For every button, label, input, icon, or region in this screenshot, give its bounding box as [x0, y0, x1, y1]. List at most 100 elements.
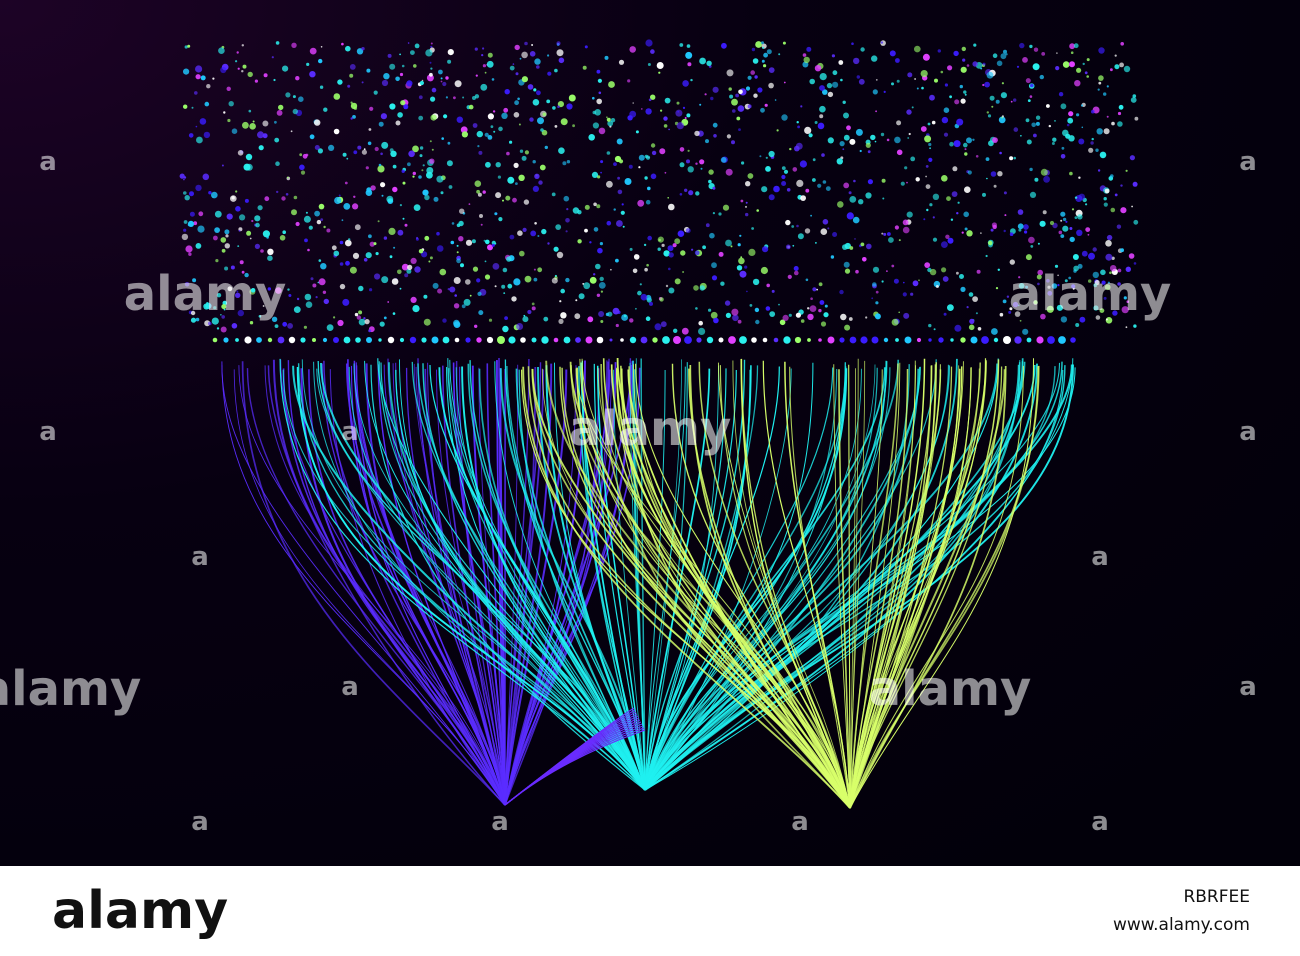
particle [617, 189, 623, 195]
particle [921, 86, 924, 90]
fiber [849, 365, 1024, 809]
particle [737, 243, 741, 247]
particle [399, 287, 402, 290]
fiber [522, 366, 851, 809]
particle [220, 237, 227, 243]
particle [855, 128, 863, 136]
particle [872, 282, 877, 287]
particle [1032, 63, 1040, 71]
particle [318, 259, 322, 262]
particle [708, 169, 714, 175]
particle [557, 105, 560, 108]
particle [739, 270, 747, 278]
particle [1112, 310, 1118, 316]
particle [1051, 283, 1058, 289]
particle [302, 153, 308, 159]
particle [337, 79, 343, 85]
particle [308, 225, 313, 230]
fiber [644, 359, 682, 791]
fiber [698, 361, 851, 809]
particle [838, 60, 844, 65]
particle [675, 109, 683, 117]
particle [282, 321, 288, 327]
particle [491, 243, 495, 247]
particle [559, 300, 562, 303]
fiber [632, 364, 851, 809]
particle [484, 132, 489, 137]
particle [1026, 139, 1032, 145]
particle [276, 190, 279, 194]
particle [903, 312, 910, 319]
particle [789, 147, 792, 151]
particle [236, 290, 239, 293]
particle [285, 92, 291, 98]
particle [312, 283, 317, 288]
particle [986, 71, 994, 79]
particle [711, 275, 718, 281]
particle [276, 110, 283, 116]
particle [966, 137, 972, 144]
fiber [849, 360, 866, 809]
particle [875, 79, 878, 81]
particle [374, 273, 381, 280]
particle [412, 305, 420, 313]
particle [679, 193, 683, 196]
particle [339, 240, 344, 245]
particle [853, 57, 860, 65]
particle [1110, 174, 1114, 178]
particle [651, 150, 657, 156]
particle [214, 227, 221, 234]
particle [423, 294, 428, 299]
particle [708, 179, 712, 184]
particle [1046, 305, 1054, 313]
particle [349, 64, 356, 70]
fiber [616, 367, 851, 809]
particle [988, 240, 993, 246]
particle [618, 59, 625, 65]
particle [664, 171, 667, 174]
particle [718, 251, 724, 257]
row-dot [256, 337, 262, 343]
particle [419, 146, 424, 150]
particle [832, 70, 838, 76]
fiber [504, 362, 617, 806]
particle [976, 269, 981, 274]
particle [429, 72, 433, 77]
particle [478, 310, 484, 316]
fiber [597, 367, 851, 809]
particle [907, 137, 910, 139]
particle [387, 301, 390, 303]
fiber [644, 367, 878, 791]
particle [1081, 250, 1088, 257]
particle [350, 102, 358, 110]
particle [367, 141, 372, 146]
particle [502, 199, 504, 202]
particle [310, 277, 314, 281]
particle [291, 42, 297, 48]
particle [485, 239, 490, 245]
particle [822, 89, 828, 95]
particle [820, 228, 828, 235]
particle [200, 75, 206, 81]
particle [731, 140, 735, 145]
particle [1054, 264, 1059, 268]
particle [454, 80, 462, 88]
particle [503, 107, 509, 113]
particle [760, 266, 769, 275]
particle [540, 128, 544, 132]
fiber [504, 707, 635, 806]
row-dot [596, 336, 604, 344]
particle [839, 141, 845, 147]
particle [565, 218, 570, 223]
particle [1012, 301, 1019, 308]
particle [933, 328, 936, 331]
particle [1058, 230, 1063, 235]
particle [449, 286, 456, 293]
particle [941, 175, 948, 182]
particle [509, 65, 515, 71]
particle [390, 150, 397, 157]
particle [843, 134, 850, 141]
particle [906, 109, 912, 115]
particle [410, 296, 417, 303]
particle [1046, 104, 1050, 108]
